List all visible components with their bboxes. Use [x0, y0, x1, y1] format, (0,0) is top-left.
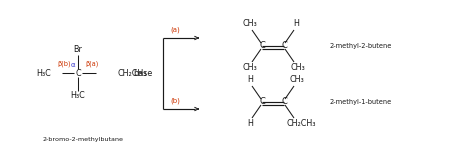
- Text: β(a): β(a): [85, 61, 99, 67]
- Text: C: C: [281, 98, 287, 106]
- Text: (a): (a): [170, 27, 180, 33]
- Text: base: base: [133, 68, 153, 78]
- Text: (b): (b): [170, 98, 180, 104]
- Text: CH₃: CH₃: [243, 20, 257, 28]
- Text: C: C: [259, 98, 265, 106]
- Text: Br: Br: [73, 46, 82, 54]
- Text: β(b): β(b): [57, 61, 71, 67]
- Text: H₃C: H₃C: [71, 92, 85, 100]
- Text: C: C: [259, 41, 265, 51]
- Text: H: H: [247, 75, 253, 85]
- Text: α: α: [71, 62, 75, 68]
- Text: H: H: [293, 20, 299, 28]
- Text: CH₃: CH₃: [243, 64, 257, 73]
- Text: CH₂CH₃: CH₂CH₃: [286, 119, 316, 128]
- Text: 2-methyl-2-butene: 2-methyl-2-butene: [330, 43, 392, 49]
- Text: C: C: [281, 41, 287, 51]
- Text: CH₃: CH₃: [290, 75, 304, 85]
- Text: CH₃: CH₃: [291, 64, 305, 73]
- Text: 2-bromo-2-methylbutane: 2-bromo-2-methylbutane: [43, 138, 124, 142]
- Text: CH₂CH₃: CH₂CH₃: [118, 68, 147, 78]
- Text: 2-methyl-1-butene: 2-methyl-1-butene: [330, 99, 392, 105]
- Text: H: H: [247, 119, 253, 128]
- Text: H₃C: H₃C: [36, 68, 51, 78]
- Text: C: C: [75, 68, 81, 78]
